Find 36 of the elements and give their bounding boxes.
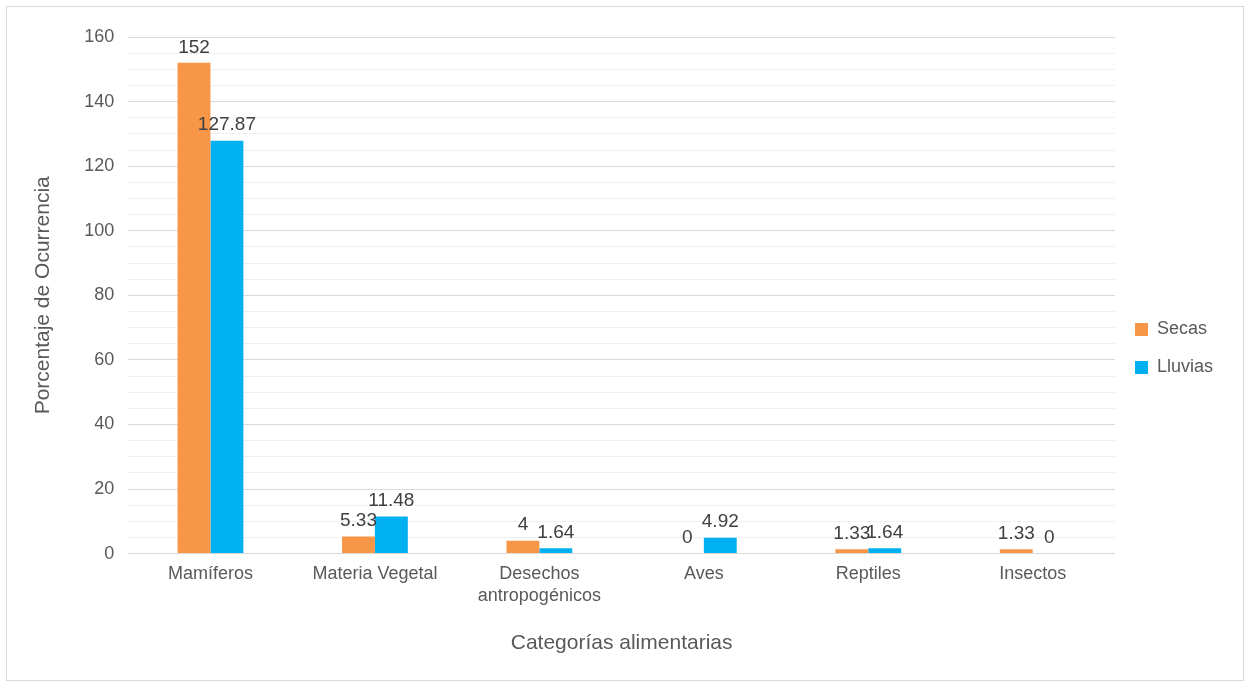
- bar: [506, 540, 540, 554]
- data-label: 152: [178, 35, 210, 57]
- bar: [210, 140, 244, 554]
- x-tick-label: Reptiles: [835, 563, 901, 584]
- x-tick-label: Insectos: [999, 563, 1067, 584]
- data-label: 1.33: [997, 522, 1035, 544]
- y-tick-label: 20: [94, 477, 115, 498]
- bar: [703, 537, 737, 554]
- y-tick-label: 80: [94, 284, 115, 305]
- bar: [868, 548, 902, 554]
- y-tick-label: 160: [84, 25, 115, 46]
- y-tick-label: 60: [94, 348, 115, 369]
- y-tick-label: 40: [94, 413, 115, 434]
- y-tick-label: 0: [104, 542, 115, 563]
- bar: [342, 536, 375, 554]
- data-label: 0: [1043, 526, 1055, 548]
- data-label: 11.48: [368, 489, 415, 511]
- x-tick-label: Desechos antropogénicos: [477, 563, 601, 605]
- data-label: 1.33: [833, 522, 871, 544]
- y-tick-label: 100: [84, 219, 115, 240]
- legend-label: Lluvias: [1156, 356, 1213, 377]
- bar: [835, 549, 869, 554]
- data-label: 4.92: [701, 510, 739, 532]
- data-label: 1.64: [537, 521, 575, 543]
- x-tick-label: Aves: [683, 563, 724, 584]
- x-axis-title: Categorías alimentarias: [510, 630, 733, 654]
- y-tick-label: 140: [84, 90, 115, 111]
- bar: [539, 548, 573, 554]
- x-tick-label: Materia Vegetal: [312, 563, 438, 584]
- data-label: 4: [517, 513, 529, 535]
- y-tick-label: 120: [84, 155, 115, 176]
- bar: [999, 549, 1033, 554]
- y-axis-title: Porcentaje de Ocurrencia: [30, 175, 54, 415]
- data-label: 0: [682, 526, 693, 548]
- x-tick-label: Mamíferos: [167, 563, 253, 584]
- legend-label: Secas: [1156, 318, 1207, 339]
